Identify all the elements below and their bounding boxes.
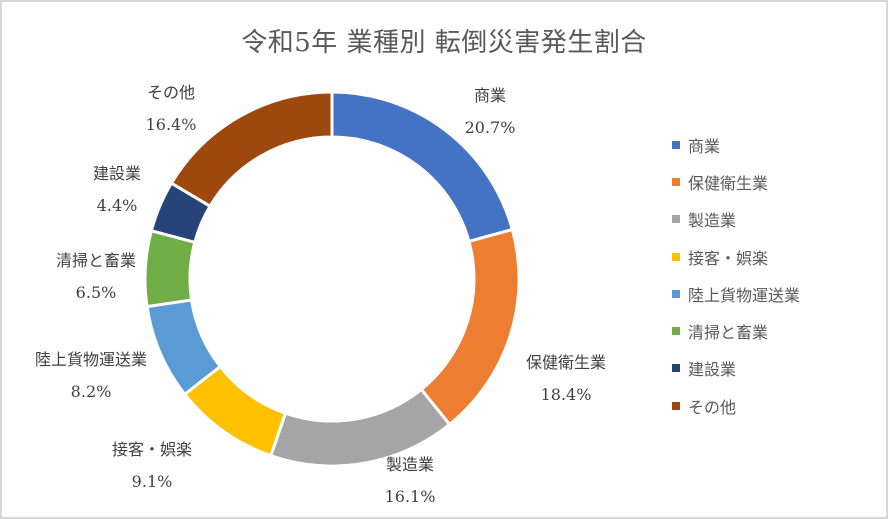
donut-slice-sonota[interactable] (169, 90, 334, 209)
data-label-sonota: その他 16.4% (145, 83, 197, 134)
data-label-seizo: 製造業 16.1% (384, 455, 436, 506)
legend-swatch (672, 140, 680, 149)
legend-item[interactable]: 製造業 (672, 201, 800, 238)
legend-swatch (672, 177, 680, 186)
legend-swatch (672, 327, 680, 336)
legend: 商業 保健衛生業 製造業 接客・娯楽 陸上貨物運送業 清掃と畜業 建設業 その他 (672, 126, 800, 424)
legend-swatch (672, 401, 680, 410)
legend-swatch (672, 289, 680, 298)
legend-swatch (672, 252, 680, 261)
legend-swatch (672, 215, 680, 224)
legend-item[interactable]: 陸上貨物運送業 (672, 275, 800, 312)
legend-item[interactable]: 保健衛生業 (672, 163, 800, 200)
data-label-seiso: 清掃と畜業 6.5% (55, 251, 136, 302)
data-label-kensetsu: 建設業 4.4% (92, 164, 141, 215)
data-label-shogyo: 商業 20.7% (464, 86, 516, 137)
legend-item[interactable]: 建設業 (672, 350, 800, 387)
data-label-rikujo: 陸上貨物運送業 8.2% (34, 350, 147, 401)
legend-item[interactable]: 清掃と畜業 (672, 312, 800, 349)
legend-item[interactable]: 接客・娯楽 (672, 238, 800, 275)
chart-title: 令和5年 業種別 転倒災害発生割合 (241, 28, 647, 58)
data-label-sekkyaku: 接客・娯楽 9.1% (111, 440, 192, 491)
legend-item[interactable]: 商業 (672, 126, 800, 163)
data-label-hoken: 保健衛生業 18.4% (525, 353, 606, 404)
legend-swatch (672, 364, 680, 373)
legend-item[interactable]: その他 (672, 387, 800, 424)
donut-slice-hoken[interactable] (419, 227, 521, 427)
